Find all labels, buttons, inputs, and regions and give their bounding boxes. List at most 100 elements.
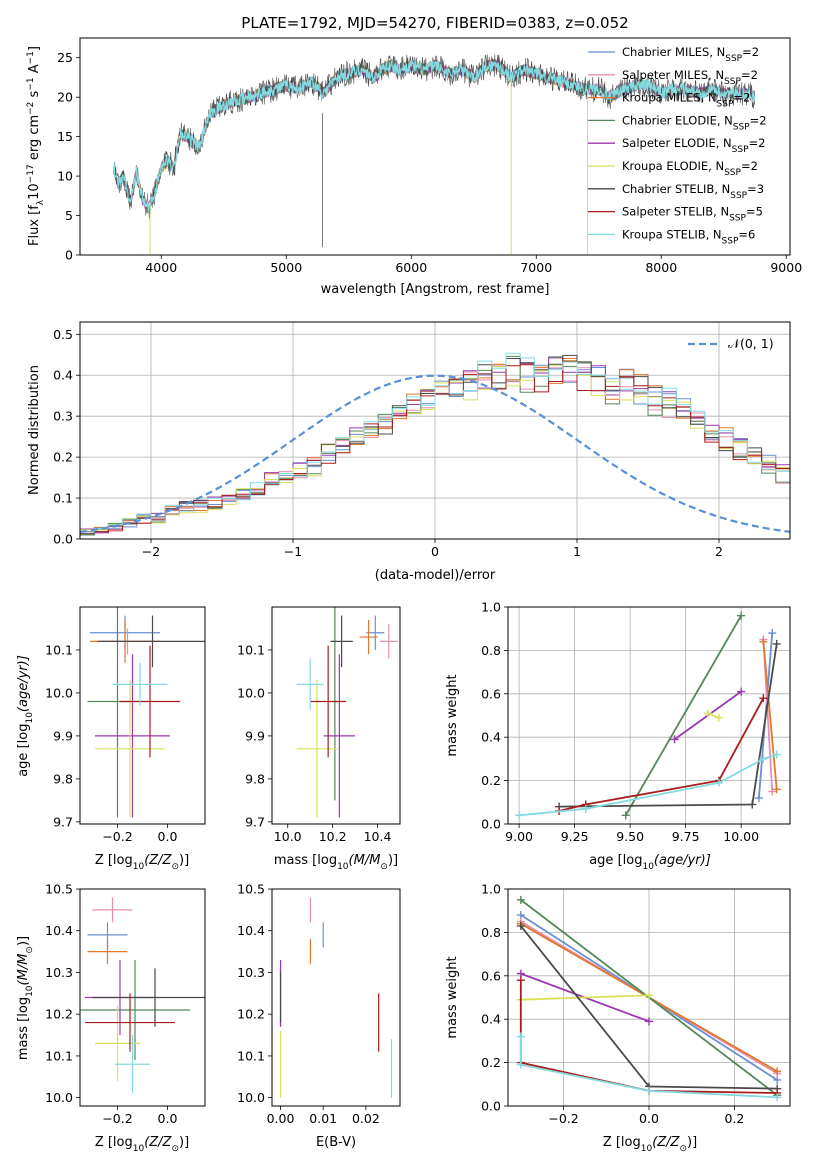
label-part: Salpeter ELODIE, N — [622, 136, 732, 150]
legend-entry: Salpeter ELODIE, NSSP=2 — [622, 136, 765, 155]
label-part: (age/yr)] — [16, 655, 31, 712]
y-tick-label: 20 — [57, 90, 73, 105]
label-part: Chabrier STELIB, N — [622, 182, 730, 196]
label-part: −1 — [26, 51, 36, 64]
x-tick-label: 2 — [715, 544, 723, 559]
weight-marker — [714, 713, 723, 722]
y-tick-label: 0.2 — [481, 1055, 501, 1070]
x-tick-label: 6000 — [395, 260, 427, 275]
label-part: =2 — [733, 91, 750, 105]
plot-area-age-mass — [296, 607, 398, 818]
weight-marker — [703, 709, 712, 718]
label-part: ⊙ — [380, 862, 388, 872]
x-axis-label: mass [log10(M/M⊙)] — [274, 853, 398, 872]
x-tick-label: 4000 — [145, 260, 177, 275]
label-part: (Z/Z — [144, 853, 172, 868]
weight-marker — [768, 629, 777, 638]
plot-area-spectrum — [113, 54, 756, 255]
y-tick-label: 10.5 — [237, 882, 265, 897]
axes-age-z: −0.2 0.0 9.7 9.8 9.9 10.0 10.1 — [45, 606, 206, 844]
x-tick-label: 0.01 — [309, 1111, 337, 1126]
x-tick-label: −2 — [142, 544, 160, 559]
label-part: 10 — [641, 1144, 653, 1154]
weight-marker — [748, 800, 757, 809]
label-part: 10 — [337, 862, 349, 872]
y-tick-label: 0 — [65, 248, 73, 263]
label-part: 10 — [25, 985, 35, 997]
label-part: Flux [f — [27, 205, 42, 246]
x-tick-label: 0.00 — [267, 1111, 295, 1126]
x-axis-label: Z [log10(Z/Z⊙)] — [95, 1135, 189, 1154]
y-tick-label: 10.1 — [45, 1048, 73, 1063]
label-part: age [log — [589, 853, 642, 868]
y-axis-label: Flux [fλ10−17 erg cm−2 s−1 A−1] — [26, 46, 46, 246]
histogram-step — [80, 352, 790, 539]
x-tick-label: −0.2 — [102, 1111, 132, 1126]
weight-line — [762, 641, 778, 790]
y-tick-label: 0.8 — [481, 643, 501, 658]
label-part: SSP — [724, 168, 741, 178]
legend-entry: Kroupa ELODIE, NSSP=2 — [622, 159, 758, 178]
axes-residuals: −2 −1 0 1 2 0.0 0.1 0.2 0.3 0.4 0.5 — [53, 321, 791, 559]
label-part: SSP — [730, 191, 747, 201]
legend-entry: Chabrier MILES, NSSP=2 — [622, 45, 759, 64]
plot-area-age-z — [87, 607, 205, 818]
x-tick-label: 5000 — [270, 260, 302, 275]
label-part: ⊙ — [171, 1144, 179, 1154]
weight-line — [558, 697, 765, 812]
weight-marker — [515, 811, 524, 820]
label-part: Z [log — [603, 1135, 641, 1150]
label-part: SSP — [725, 54, 742, 64]
y-tick-label: 0.4 — [53, 368, 73, 383]
legend-entry: Kroupa STELIB, NSSP=6 — [622, 227, 755, 246]
x-tick-label: 10.4 — [364, 829, 392, 844]
x-axis-label: E(B-V) — [316, 1135, 356, 1150]
y-tick-label: 5 — [65, 208, 73, 223]
x-tick-label: 10.0 — [274, 829, 302, 844]
label-part: )] — [687, 1135, 697, 1150]
y-axis-label: age [log10(age/yr)] — [16, 655, 35, 777]
x-tick-label: 0.0 — [639, 1111, 659, 1126]
label-part: mass [log — [16, 997, 31, 1060]
legend-entry: Chabrier ELODIE, NSSP=2 — [622, 113, 767, 132]
axes-frame — [271, 606, 401, 825]
y-tick-label: 10.0 — [45, 1090, 73, 1105]
weight-marker — [773, 1093, 782, 1102]
x-tick-label: 7000 — [520, 260, 552, 275]
weight-marker — [759, 754, 768, 763]
weight-marker — [621, 811, 630, 820]
label-part: (M/M — [16, 954, 31, 986]
weight-marker — [772, 785, 781, 794]
axes-mass-z: −0.2 0.0 10.0 10.1 10.2 10.3 10.4 10.5 — [45, 882, 206, 1126]
y-tick-label: 25 — [57, 50, 73, 65]
label-part: (age/yr)] — [654, 853, 711, 868]
weight-marker — [772, 750, 781, 759]
label-part: =2 — [750, 113, 767, 127]
axes-frame — [79, 37, 791, 256]
x-tick-label: 0 — [431, 544, 439, 559]
label-part: 10 — [27, 183, 42, 200]
y-tick-label: 0.5 — [53, 327, 73, 342]
x-axis-label: Z [log10(Z/Z⊙)] — [603, 1135, 697, 1154]
label-part: Kroupa STELIB, N — [622, 227, 722, 241]
weight-marker — [645, 1086, 653, 1095]
histogram-step — [80, 360, 790, 539]
x-tick-label: 10.2 — [319, 829, 347, 844]
label-part: −17 — [26, 164, 36, 183]
weight-line — [520, 994, 650, 1001]
legend: 𝒩(0, 1) — [688, 336, 774, 351]
label-part: ] — [27, 46, 42, 51]
plot-area-residuals — [80, 352, 790, 539]
x-tick-label: 8000 — [645, 260, 677, 275]
weight-marker — [645, 991, 653, 1000]
y-tick-label: 9.7 — [53, 814, 73, 829]
y-tick-label: 0.4 — [481, 730, 501, 745]
y-tick-label: 10.4 — [237, 923, 265, 938]
y-tick-label: 1.0 — [481, 882, 501, 897]
label-part: =2 — [749, 136, 766, 150]
axes-frame — [271, 888, 401, 1107]
weight-line — [624, 615, 742, 816]
legend-entry: 𝒩(0, 1) — [728, 336, 774, 351]
weight-marker — [645, 1017, 653, 1026]
